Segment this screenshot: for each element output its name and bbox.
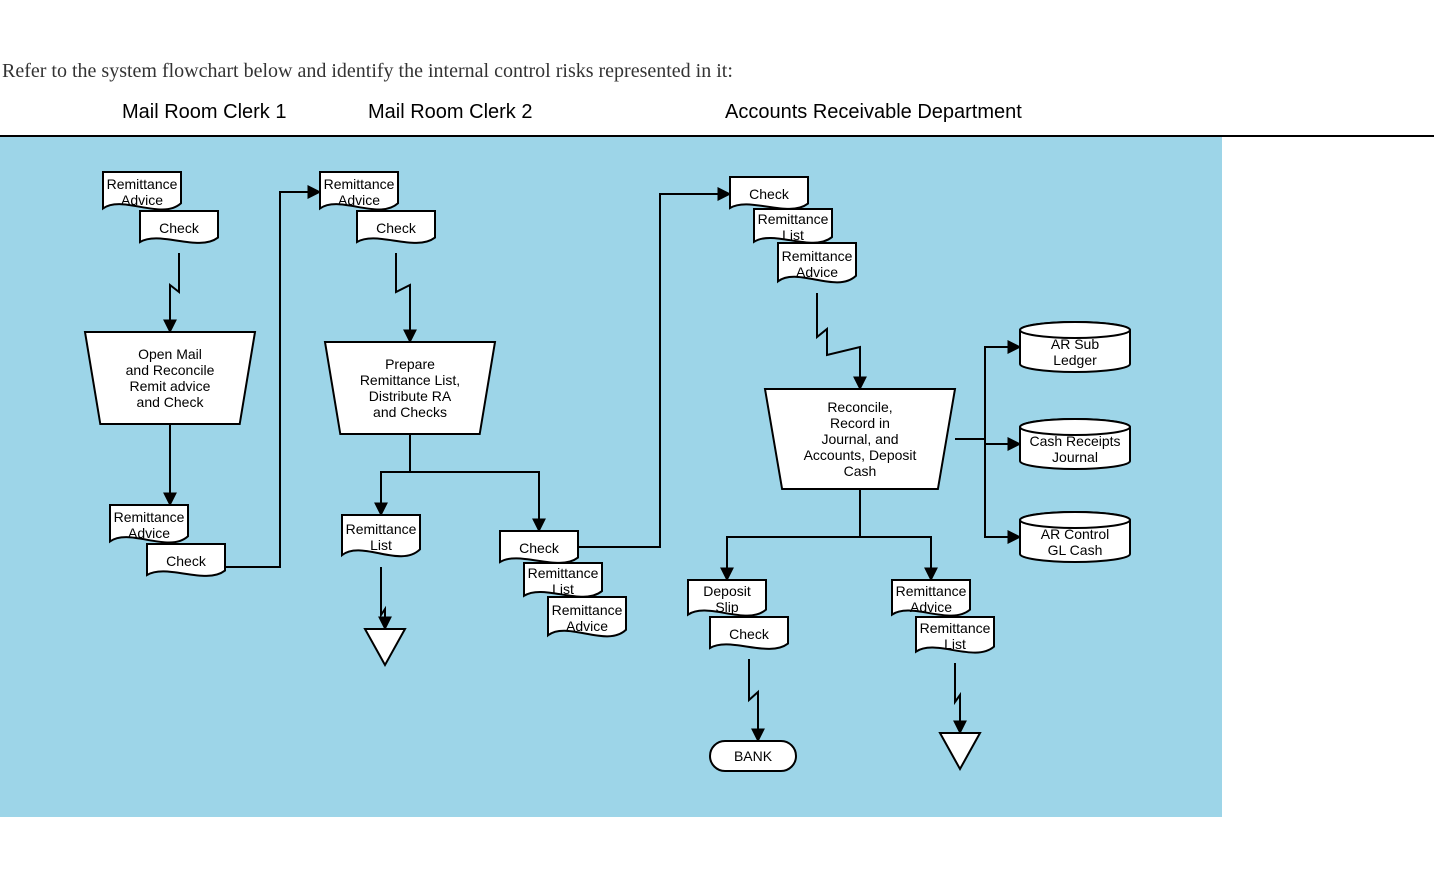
- col-header-3: Accounts Receivable Department: [725, 101, 1022, 124]
- svg-text:Check: Check: [519, 540, 560, 556]
- node-chk2: Check: [357, 211, 435, 243]
- node-arsub: AR SubLedger: [1020, 322, 1130, 372]
- svg-text:Advice: Advice: [910, 599, 952, 615]
- svg-text:and Reconcile: and Reconcile: [126, 362, 215, 378]
- node-depslip: DepositSlip: [688, 580, 766, 616]
- node-rlist2: RemittanceList: [342, 515, 420, 556]
- svg-text:Slip: Slip: [715, 599, 739, 615]
- node-chk4: Check: [500, 531, 578, 563]
- node-prepare: PrepareRemittance List,Distribute RAand …: [325, 342, 495, 434]
- node-ar_check: Check: [730, 177, 808, 209]
- svg-text:and Checks: and Checks: [373, 404, 447, 420]
- svg-text:Remittance List,: Remittance List,: [360, 372, 460, 388]
- svg-text:BANK: BANK: [734, 748, 773, 764]
- node-openmail: Open Mailand ReconcileRemit adviceand Ch…: [85, 332, 255, 424]
- node-rlist4: RemittanceList: [916, 617, 994, 653]
- node-chk3: Check: [147, 544, 225, 576]
- node-chk1: Check: [140, 211, 218, 243]
- instruction-text: Refer to the system flowchart below and …: [0, 60, 1434, 83]
- svg-text:Remittance: Remittance: [782, 248, 853, 264]
- column-headers: Mail Room Clerk 1 Mail Room Clerk 2 Acco…: [0, 101, 1434, 135]
- flowchart-container: RemittanceAdviceCheckRemittanceAdviceChe…: [0, 135, 1434, 817]
- node-cashj: Cash ReceiptsJournal: [1020, 419, 1130, 469]
- node-bank: BANK: [710, 741, 796, 771]
- svg-text:Journal: Journal: [1052, 449, 1098, 465]
- svg-text:Remittance: Remittance: [758, 211, 829, 227]
- node-ra2: RemittanceAdvice: [320, 172, 398, 209]
- svg-text:Check: Check: [749, 186, 790, 202]
- col-header-1: Mail Room Clerk 1: [122, 101, 286, 124]
- svg-text:Check: Check: [166, 553, 207, 569]
- svg-text:GL Cash: GL Cash: [1048, 542, 1103, 558]
- svg-text:List: List: [370, 537, 392, 553]
- svg-text:Remittance: Remittance: [324, 176, 395, 192]
- svg-text:Reconcile,: Reconcile,: [827, 399, 892, 415]
- svg-text:Distribute RA: Distribute RA: [369, 388, 452, 404]
- svg-text:Advice: Advice: [338, 192, 380, 208]
- svg-text:AR Sub: AR Sub: [1051, 336, 1099, 352]
- svg-text:Remittance: Remittance: [920, 620, 991, 636]
- svg-text:Cash: Cash: [844, 463, 877, 479]
- svg-text:Remittance: Remittance: [896, 583, 967, 599]
- svg-text:Remit advice: Remit advice: [130, 378, 211, 394]
- node-ra4: RemittanceAdvice: [548, 597, 626, 636]
- svg-text:Accounts, Deposit: Accounts, Deposit: [804, 447, 917, 463]
- svg-text:List: List: [782, 227, 804, 243]
- node-rlist3: RemittanceList: [524, 563, 602, 597]
- col-header-2: Mail Room Clerk 2: [368, 101, 532, 124]
- svg-text:Open Mail: Open Mail: [138, 346, 202, 362]
- node-ar_ra: RemittanceAdvice: [778, 243, 856, 282]
- svg-text:List: List: [552, 581, 574, 597]
- svg-text:Advice: Advice: [121, 192, 163, 208]
- svg-text:Advice: Advice: [796, 264, 838, 280]
- svg-text:Advice: Advice: [128, 525, 170, 541]
- node-ra5: RemittanceAdvice: [892, 580, 970, 616]
- svg-text:Remittance: Remittance: [528, 565, 599, 581]
- svg-text:and Check: and Check: [137, 394, 205, 410]
- svg-text:Record in: Record in: [830, 415, 890, 431]
- svg-text:Check: Check: [159, 220, 200, 236]
- node-ra1: RemittanceAdvice: [103, 172, 181, 209]
- node-chk5: Check: [710, 617, 788, 649]
- svg-text:Remittance: Remittance: [107, 176, 178, 192]
- svg-text:Remittance: Remittance: [114, 509, 185, 525]
- svg-text:AR Control: AR Control: [1041, 526, 1109, 542]
- svg-text:Prepare: Prepare: [385, 356, 435, 372]
- svg-text:Advice: Advice: [566, 618, 608, 634]
- node-argl: AR ControlGL Cash: [1020, 512, 1130, 562]
- svg-text:Check: Check: [376, 220, 417, 236]
- flowchart-svg: RemittanceAdviceCheckRemittanceAdviceChe…: [0, 137, 1222, 817]
- node-reconcile: Reconcile,Record inJournal, andAccounts,…: [765, 389, 955, 489]
- svg-text:Check: Check: [729, 626, 770, 642]
- svg-text:Journal, and: Journal, and: [821, 431, 898, 447]
- node-ar_rl: RemittanceList: [754, 209, 832, 243]
- svg-text:List: List: [944, 636, 966, 652]
- svg-text:Remittance: Remittance: [346, 521, 417, 537]
- svg-text:Ledger: Ledger: [1053, 352, 1097, 368]
- svg-text:Remittance: Remittance: [552, 602, 623, 618]
- node-ra3: RemittanceAdvice: [110, 505, 188, 542]
- svg-text:Cash Receipts: Cash Receipts: [1029, 433, 1120, 449]
- svg-text:Deposit: Deposit: [703, 583, 751, 599]
